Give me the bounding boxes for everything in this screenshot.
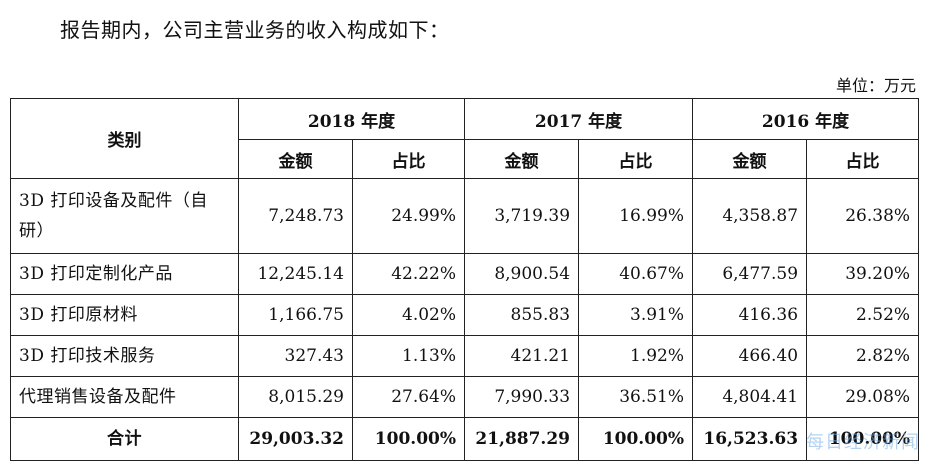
- cell-value: 3.91%: [578, 294, 694, 336]
- cell-value: 16,523.63: [692, 417, 808, 461]
- header-ratio: 占比: [578, 139, 694, 179]
- cell-value: 8,900.54: [464, 253, 580, 295]
- cell-value: 24.99%: [351, 178, 466, 254]
- watermark: 每日经济新闻: [806, 432, 920, 453]
- cell-value: 100.00%: [578, 417, 694, 461]
- cell-value: 4.02%: [351, 294, 466, 336]
- total-label: 合计: [10, 417, 239, 461]
- cell-value: 1,166.75: [238, 294, 353, 336]
- header-ratio: 占比: [806, 139, 920, 179]
- cell-value: 29,003.32: [238, 417, 353, 461]
- cell-value: 466.40: [692, 335, 808, 377]
- header-ratio: 占比: [351, 139, 466, 179]
- cell-value: 100.00%: [806, 417, 920, 461]
- cell-value: 4,358.87: [692, 178, 808, 254]
- cell-value: 4,804.41: [692, 376, 808, 418]
- cell-value: 42.22%: [351, 253, 466, 295]
- cell-value: 12,245.14: [238, 253, 353, 295]
- cell-value: 40.67%: [578, 253, 694, 295]
- header-row-metrics: 金额 占比 金额 占比 金额 占比: [11, 139, 920, 179]
- cell-value: 2.52%: [806, 294, 920, 336]
- cell-value: 1.13%: [351, 335, 466, 377]
- cell-value: 26.38%: [806, 178, 920, 254]
- row-category: 3D 打印技术服务: [10, 335, 239, 377]
- row-category: 3D 打印原材料: [10, 294, 239, 336]
- cell-value: 2.82%: [806, 335, 920, 377]
- cell-value: 3,719.39: [464, 178, 580, 254]
- table-row: 3D 打印设备及配件（自研） 7,248.73 24.99% 3,719.39 …: [10, 178, 920, 254]
- cell-value: 36.51%: [578, 376, 694, 418]
- cell-value: 7,990.33: [464, 376, 580, 418]
- intro-text: 报告期内，公司主营业务的收入构成如下：: [60, 18, 450, 42]
- unit-label: 单位：万元: [835, 76, 916, 95]
- table-row: 3D 打印定制化产品 12,245.14 42.22% 8,900.54 40.…: [10, 253, 920, 295]
- table-row: 代理销售设备及配件 8,015.29 27.64% 7,990.33 36.51…: [10, 376, 920, 418]
- cell-value: 16.99%: [578, 178, 694, 254]
- cell-value: 8,015.29: [238, 376, 353, 418]
- header-year-2018: 2018 年度: [237, 98, 466, 140]
- header-category: 类别: [10, 98, 239, 179]
- table-row: 3D 打印技术服务 327.43 1.13% 421.21 1.92% 466.…: [10, 335, 920, 377]
- cell-value: 1.92%: [578, 335, 694, 377]
- row-category: 3D 打印定制化产品: [10, 253, 239, 295]
- cell-value: 327.43: [238, 335, 353, 377]
- cell-value: 7,248.73: [238, 178, 353, 254]
- table-row: 3D 打印原材料 1,166.75 4.02% 855.83 3.91% 416…: [10, 294, 920, 336]
- cell-value: 421.21: [464, 335, 580, 377]
- cell-value: 6,477.59: [692, 253, 808, 295]
- total-row: 合计 29,003.32 100.00% 21,887.29 100.00% 1…: [10, 417, 920, 461]
- header-amount: 金额: [238, 139, 353, 179]
- cell-value: 29.08%: [806, 376, 920, 418]
- cell-value: 21,887.29: [464, 417, 580, 461]
- header-year-2017: 2017 年度: [464, 98, 694, 140]
- header-row-years: 类别 2018 年度 2017 年度 2016 年度: [10, 98, 920, 179]
- cell-value: 39.20%: [806, 253, 920, 295]
- row-category: 代理销售设备及配件: [10, 376, 239, 418]
- cell-value: 100.00%: [351, 417, 466, 461]
- row-category: 3D 打印设备及配件（自研）: [10, 178, 239, 254]
- revenue-table: 类别 2018 年度 2017 年度 2016 年度 金额 占比 金额 占比 金…: [10, 98, 920, 461]
- header-amount: 金额: [692, 139, 808, 179]
- cell-value: 27.64%: [351, 376, 466, 418]
- cell-value: 416.36: [692, 294, 808, 336]
- header-year-2016: 2016 年度: [692, 98, 920, 140]
- cell-value: 855.83: [464, 294, 580, 336]
- header-amount: 金额: [464, 139, 580, 179]
